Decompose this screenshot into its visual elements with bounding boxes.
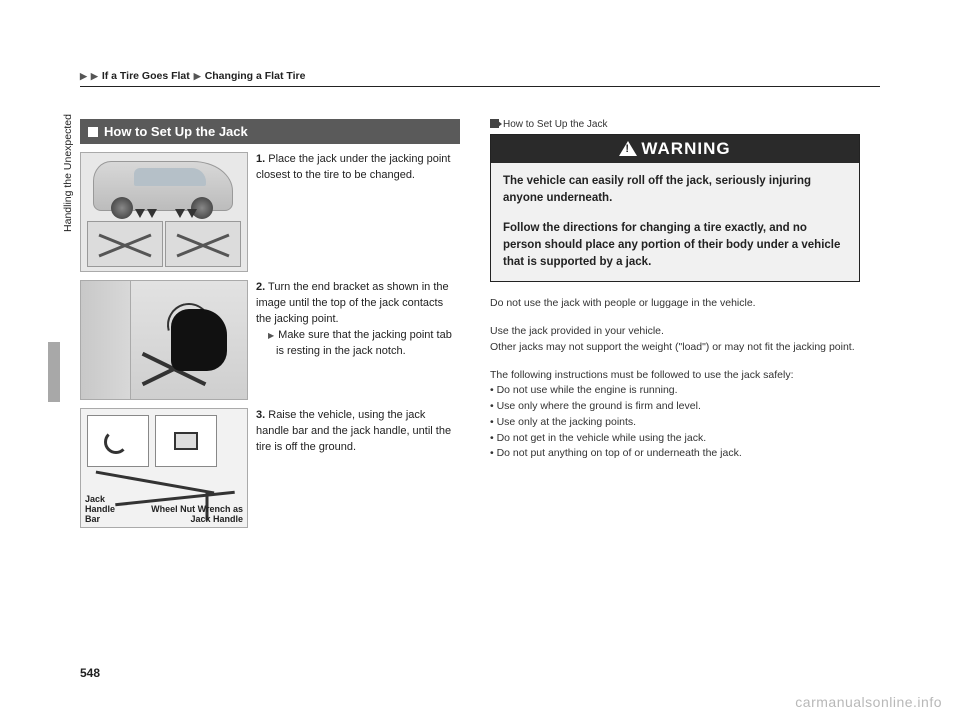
step-1: 1. Place the jack under the jacking poin… bbox=[80, 152, 460, 272]
reference-icon bbox=[490, 119, 499, 128]
reference-title-text: How to Set Up the Jack bbox=[503, 119, 608, 130]
warning-heading: WARNING bbox=[491, 135, 859, 163]
step-body: Raise the vehicle, using the jack handle… bbox=[256, 409, 451, 453]
step-number: 1. bbox=[256, 153, 265, 165]
warning-body: The vehicle can easily roll off the jack… bbox=[491, 163, 859, 281]
section-title: How to Set Up the Jack bbox=[80, 119, 460, 144]
list-item: Do not put anything on top of or underne… bbox=[490, 446, 860, 462]
warning-box: WARNING The vehicle can easily roll off … bbox=[490, 134, 860, 282]
breadcrumb-seg2: Changing a Flat Tire bbox=[205, 70, 306, 82]
figure-jacking-points bbox=[80, 152, 248, 272]
step-sub: Make sure that the jacking point tab is … bbox=[264, 328, 460, 360]
note-line: Other jacks may not support the weight (… bbox=[490, 340, 860, 356]
note-block-2: Use the jack provided in your vehicle. O… bbox=[490, 324, 860, 356]
side-tab bbox=[48, 342, 60, 402]
step-number: 2. bbox=[256, 281, 265, 293]
square-bullet-icon bbox=[88, 127, 98, 137]
list-item: Do not use while the engine is running. bbox=[490, 383, 860, 399]
list-item: Do not get in the vehicle while using th… bbox=[490, 431, 860, 447]
step-3: Jack Handle Bar Wheel Nut Wrench as Jack… bbox=[80, 408, 460, 528]
step-body: Turn the end bracket as shown in the ima… bbox=[256, 281, 449, 325]
chevron-right-icon: ▶ bbox=[194, 71, 201, 82]
safety-bullet-list: Do not use while the engine is running. … bbox=[490, 383, 860, 462]
note-line: Use the jack provided in your vehicle. bbox=[490, 324, 860, 340]
page-content: ▶ ▶ If a Tire Goes Flat ▶ Changing a Fla… bbox=[80, 70, 880, 536]
watermark: carmanualsonline.info bbox=[795, 694, 942, 710]
section-title-text: How to Set Up the Jack bbox=[104, 124, 248, 139]
side-section-label: Handling the Unexpected bbox=[62, 98, 74, 248]
warning-heading-text: WARNING bbox=[641, 139, 730, 158]
page-number: 548 bbox=[80, 666, 100, 680]
step-body: Place the jack under the jacking point c… bbox=[256, 153, 450, 181]
note-block-1: Do not use the jack with people or lugga… bbox=[490, 296, 860, 312]
step-2-text: 2. Turn the end bracket as shown in the … bbox=[256, 280, 460, 400]
warning-p1: The vehicle can easily roll off the jack… bbox=[503, 173, 847, 208]
step-1-text: 1. Place the jack under the jacking poin… bbox=[256, 152, 460, 272]
step-2: 2. Turn the end bracket as shown in the … bbox=[80, 280, 460, 400]
figure-label-wrench: Wheel Nut Wrench as Jack Handle bbox=[139, 505, 243, 525]
note-intro: The following instructions must be follo… bbox=[490, 368, 860, 384]
warning-p2: Follow the directions for changing a tir… bbox=[503, 220, 847, 272]
chevron-right-icon: ▶ bbox=[80, 71, 87, 82]
warning-triangle-icon bbox=[619, 141, 637, 156]
figure-jack-handle: Jack Handle Bar Wheel Nut Wrench as Jack… bbox=[80, 408, 248, 528]
horizontal-rule bbox=[80, 86, 880, 87]
chevron-right-icon: ▶ bbox=[91, 71, 98, 82]
step-3-text: 3. Raise the vehicle, using the jack han… bbox=[256, 408, 460, 528]
figure-label-handle-bar: Jack Handle Bar bbox=[85, 495, 129, 525]
step-number: 3. bbox=[256, 409, 265, 421]
right-column: How to Set Up the Jack WARNING The vehic… bbox=[490, 119, 860, 536]
left-column: How to Set Up the Jack 1. Place the jack… bbox=[80, 119, 460, 536]
list-item: Use only at the jacking points. bbox=[490, 415, 860, 431]
figure-rotate-bracket bbox=[80, 280, 248, 400]
list-item: Use only where the ground is firm and le… bbox=[490, 399, 860, 415]
note-block-3: The following instructions must be follo… bbox=[490, 368, 860, 463]
reference-title: How to Set Up the Jack bbox=[490, 119, 860, 130]
breadcrumb: ▶ ▶ If a Tire Goes Flat ▶ Changing a Fla… bbox=[80, 70, 880, 82]
breadcrumb-seg1: If a Tire Goes Flat bbox=[102, 70, 190, 82]
